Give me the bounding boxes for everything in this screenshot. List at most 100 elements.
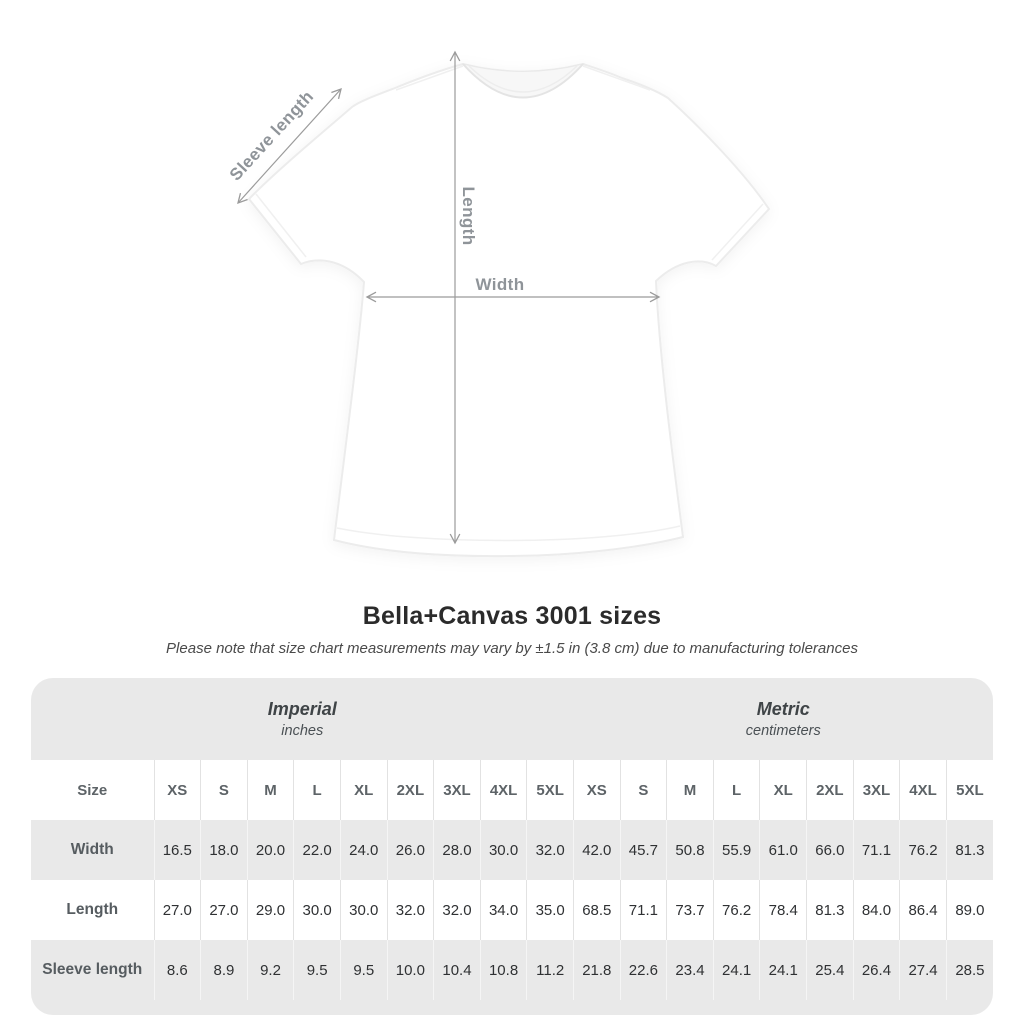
value-cell: 11.2 — [526, 940, 574, 1000]
value-cell: 9.2 — [246, 940, 294, 1000]
value-cell: 71.1 — [852, 820, 900, 880]
value-cell: 71.1 — [619, 880, 667, 940]
value-cell: 32.0 — [386, 880, 434, 940]
size-header: L — [712, 760, 760, 820]
value-cell: 9.5 — [339, 940, 388, 1000]
width-label: Width — [475, 275, 525, 294]
collar-band — [462, 63, 584, 99]
row-label: Sleeve length — [42, 961, 143, 978]
value-cell: 24.1 — [759, 940, 807, 1000]
value-cell: 21.8 — [572, 940, 621, 1000]
value-cell: 27.0 — [153, 880, 201, 940]
value-cell: 20.0 — [246, 820, 294, 880]
page-title: Bella+Canvas 3001 sizes — [362, 602, 662, 630]
value-cell: 28.5 — [945, 940, 993, 1000]
value-cell: 50.8 — [666, 820, 714, 880]
value-cell: 42.0 — [572, 820, 621, 880]
value-cell: 26.4 — [852, 940, 900, 1000]
size-header-row: Size XS S M L XL 2XL 3XL 4XL 5XL XS S M … — [31, 760, 993, 820]
size-header: XS — [153, 760, 201, 820]
value-cell: 73.7 — [666, 880, 714, 940]
size-header: M — [246, 760, 294, 820]
value-cell: 32.0 — [526, 820, 574, 880]
imperial-label: Imperial — [267, 699, 337, 719]
value-cell: 81.3 — [945, 820, 993, 880]
value-cell: 78.4 — [759, 880, 807, 940]
value-cell: 55.9 — [712, 820, 760, 880]
value-cell: 30.0 — [293, 880, 341, 940]
value-cell: 16.5 — [153, 820, 201, 880]
size-header: M — [666, 760, 714, 820]
value-cell: 25.4 — [806, 940, 854, 1000]
value-cell: 84.0 — [852, 880, 900, 940]
value-cell: 18.0 — [200, 820, 248, 880]
tolerance-note: Please note that size chart measurements… — [166, 640, 858, 657]
size-header: S — [619, 760, 667, 820]
value-cell: 32.0 — [433, 880, 481, 940]
value-cell: 24.0 — [339, 820, 388, 880]
value-cell: 26.0 — [386, 820, 434, 880]
seams — [255, 65, 764, 542]
size-header: L — [293, 760, 341, 820]
size-column-header: Size — [77, 781, 108, 799]
value-cell: 10.8 — [479, 940, 527, 1000]
size-header: 3XL — [433, 760, 481, 820]
value-cell: 29.0 — [246, 880, 294, 940]
value-cell: 34.0 — [479, 880, 527, 940]
size-header: S — [200, 760, 248, 820]
tshirt-graphic — [237, 50, 771, 558]
size-header: 2XL — [386, 760, 434, 820]
size-header: 4XL — [899, 760, 947, 820]
size-header: 4XL — [479, 760, 527, 820]
value-cell: 9.5 — [293, 940, 341, 1000]
size-header: XS — [572, 760, 621, 820]
imperial-unit: inches — [281, 723, 324, 739]
tshirt-silhouette — [247, 62, 771, 558]
size-header: XL — [759, 760, 807, 820]
value-cell: 66.0 — [806, 820, 854, 880]
value-cell: 35.0 — [526, 880, 574, 940]
size-header: 5XL — [526, 760, 574, 820]
value-cell: 8.9 — [200, 940, 248, 1000]
measurement-arrows — [237, 50, 661, 545]
size-chart-table: Imperial inches Metric centimeters Size … — [31, 678, 993, 1000]
value-cell: 22.6 — [619, 940, 667, 1000]
value-cell: 10.4 — [433, 940, 481, 1000]
value-cell: 27.0 — [200, 880, 248, 940]
size-header: XL — [339, 760, 388, 820]
metric-group-header: Metric centimeters — [573, 678, 993, 760]
value-cell: 22.0 — [293, 820, 341, 880]
value-cell: 61.0 — [759, 820, 807, 880]
tshirt-measurement-diagram: Sleeve length Length Width — [226, 50, 771, 558]
size-header: 3XL — [852, 760, 900, 820]
value-cell: 81.3 — [806, 880, 854, 940]
value-cell: 68.5 — [572, 880, 621, 940]
value-cell: 30.0 — [339, 880, 388, 940]
value-cell: 89.0 — [945, 880, 993, 940]
length-row: Length 27.0 27.0 29.0 30.0 30.0 32.0 32.… — [31, 880, 993, 940]
value-cell: 76.2 — [712, 880, 760, 940]
value-cell: 45.7 — [619, 820, 667, 880]
value-cell: 30.0 — [479, 820, 527, 880]
row-label: Length — [66, 901, 119, 918]
width-row: Width 16.5 18.0 20.0 22.0 24.0 26.0 28.0… — [31, 820, 993, 880]
value-cell: 10.0 — [386, 940, 434, 1000]
value-cell: 27.4 — [899, 940, 947, 1000]
value-cell: 86.4 — [899, 880, 947, 940]
metric-label: Metric — [756, 699, 810, 719]
value-cell: 8.6 — [153, 940, 201, 1000]
size-header: 2XL — [806, 760, 854, 820]
imperial-group-header: Imperial inches — [31, 678, 573, 760]
sleeve-length-row: Sleeve length 8.6 8.9 9.2 9.5 9.5 10.0 1… — [31, 940, 993, 1000]
size-header: 5XL — [945, 760, 993, 820]
row-label: Width — [70, 841, 114, 858]
metric-unit: centimeters — [745, 723, 821, 739]
length-label: Length — [459, 186, 478, 246]
value-cell: 76.2 — [899, 820, 947, 880]
value-cell: 24.1 — [712, 940, 760, 1000]
value-cell: 28.0 — [433, 820, 481, 880]
value-cell: 23.4 — [666, 940, 714, 1000]
sleeve-length-arrow — [237, 87, 342, 205]
unit-group-header-row: Imperial inches Metric centimeters — [31, 678, 993, 760]
size-chart-card: Imperial inches Metric centimeters Size … — [31, 678, 993, 1015]
